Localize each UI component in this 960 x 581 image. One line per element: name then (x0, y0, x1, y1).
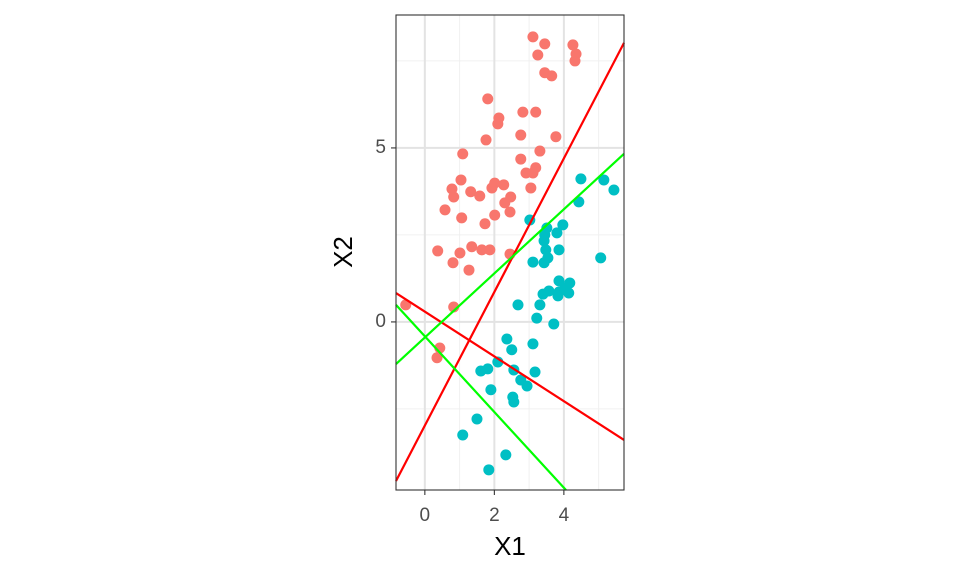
x-tick-label: 4 (559, 505, 570, 526)
point (515, 153, 527, 165)
point (439, 204, 451, 216)
point (455, 174, 467, 186)
point (551, 227, 563, 239)
point (548, 318, 560, 330)
point (471, 413, 483, 425)
point (538, 257, 550, 269)
point (501, 333, 513, 345)
x-axis-title: X1 (494, 531, 526, 561)
y-axis-title: X2 (328, 236, 358, 268)
point (489, 209, 501, 221)
grid (396, 15, 624, 490)
point (489, 177, 501, 189)
point (456, 212, 468, 224)
point (552, 290, 564, 302)
x-tick-label: 0 (420, 505, 431, 526)
point (595, 252, 607, 264)
point (608, 184, 620, 196)
point (508, 396, 520, 408)
point (525, 182, 537, 194)
point (484, 244, 496, 256)
point (463, 264, 475, 276)
point (447, 257, 459, 269)
line (395, 292, 625, 441)
point (515, 129, 527, 141)
point (539, 38, 551, 50)
point (546, 70, 558, 82)
y-tick-label: 5 (375, 137, 386, 158)
point (505, 191, 517, 203)
point (534, 299, 546, 311)
point (492, 118, 504, 130)
point (457, 148, 469, 160)
point (575, 173, 587, 185)
point (532, 49, 544, 61)
x-tick-label: 2 (489, 505, 500, 526)
point (527, 31, 539, 43)
point (500, 449, 512, 461)
point (483, 464, 495, 476)
point (598, 174, 610, 186)
point (466, 241, 478, 253)
point (485, 384, 497, 396)
line (395, 304, 567, 491)
point (476, 244, 488, 256)
point (465, 186, 477, 198)
point (527, 256, 539, 268)
point (457, 429, 469, 441)
point (527, 167, 539, 179)
point (534, 145, 546, 157)
point (538, 235, 550, 247)
marks (395, 31, 625, 491)
point (431, 352, 443, 364)
point (512, 299, 524, 311)
point (531, 312, 543, 324)
point (563, 287, 575, 299)
point (517, 106, 529, 118)
line (395, 153, 625, 365)
point (553, 244, 565, 256)
y-tick-label: 0 (375, 311, 386, 332)
point (504, 206, 516, 218)
line (395, 42, 625, 482)
panel-border (395, 14, 625, 491)
point (479, 218, 491, 230)
point (530, 106, 542, 118)
point (506, 344, 518, 356)
point (557, 219, 569, 231)
point (475, 365, 487, 377)
point (527, 338, 539, 350)
point (482, 93, 494, 105)
point (569, 55, 581, 67)
point (529, 366, 541, 378)
point (480, 134, 492, 146)
point (446, 183, 458, 195)
point (432, 245, 444, 257)
point (474, 190, 486, 202)
point (454, 247, 466, 259)
point (498, 179, 510, 191)
point (537, 288, 549, 300)
point (521, 380, 533, 392)
point (567, 39, 579, 51)
point (550, 131, 562, 143)
